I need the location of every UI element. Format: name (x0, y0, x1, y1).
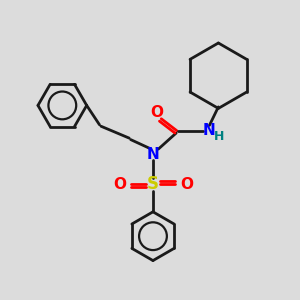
Text: N: N (203, 123, 216, 138)
Text: O: O (150, 105, 163, 120)
Text: S: S (147, 175, 159, 193)
Text: N: N (147, 147, 159, 162)
Text: O: O (180, 177, 193, 192)
Text: H: H (214, 130, 224, 143)
Text: O: O (113, 177, 126, 192)
